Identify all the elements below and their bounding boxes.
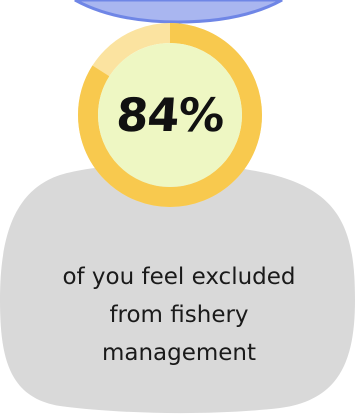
ring-fill xyxy=(78,23,262,207)
inner-circle xyxy=(98,43,242,187)
progress-ring xyxy=(78,23,262,207)
percentage-value: 84% xyxy=(114,88,226,142)
caption-line-3: management xyxy=(101,340,257,366)
caption-line-2: from fishery xyxy=(109,302,249,328)
caption-line-1: of you feel excluded xyxy=(62,264,296,290)
caption-text: of you feel excluded from fishery manage… xyxy=(20,258,338,372)
